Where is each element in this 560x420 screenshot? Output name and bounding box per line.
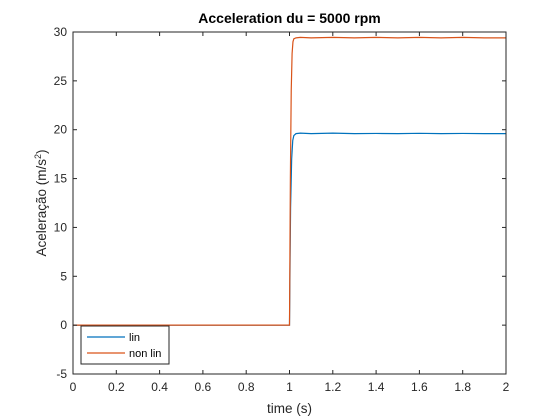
axes-layer: 0 0.2 0.4 0.6 0.8 1 1.2 1.4 1.6 1.8 2-505101520253… [54, 25, 510, 394]
series-layer [73, 36, 506, 326]
legend-box [80, 325, 170, 365]
x-tick-label: 1.6 [411, 380, 428, 394]
legend: lin non lin [80, 325, 170, 365]
x-tick-label: 0.4 [151, 380, 168, 394]
legend-label-non-lin: non lin [129, 348, 161, 360]
y-tick-label: 10 [54, 220, 68, 234]
x-tick-label: 0 [70, 380, 77, 394]
x-axis-label: time (s) [267, 401, 312, 416]
y-tick-label: 0 [60, 318, 67, 332]
x-tick-label: 1 [286, 380, 293, 394]
y-axis-label: Aceleração (m/s2) [33, 149, 49, 256]
y-tick-label: 5 [60, 269, 67, 283]
series-line-lin [73, 132, 506, 326]
y-axis-label-close: ) [34, 149, 49, 154]
chart-title: Acceleration du = 5000 rpm [198, 10, 380, 26]
y-tick-label: 15 [54, 172, 68, 186]
x-tick-label: 1.8 [454, 380, 471, 394]
x-tick-label: 0.2 [108, 380, 125, 394]
y-tick-label: -5 [56, 367, 67, 381]
y-tick-label: 30 [54, 25, 68, 39]
x-tick-label: 1.2 [324, 380, 341, 394]
y-axis-label-main: Aceleração (m/s [34, 159, 49, 257]
y-axis-label-superscript: 2 [33, 154, 43, 159]
y-tick-label: 20 [54, 123, 68, 137]
x-tick-label: 0.8 [238, 380, 255, 394]
series-line-non-lin [73, 36, 506, 326]
x-tick-label: 1.4 [368, 380, 385, 394]
x-tick-label: 0.6 [195, 380, 212, 394]
y-tick-label: 25 [54, 74, 68, 88]
x-tick-label: 2 [503, 380, 510, 394]
legend-label-lin: lin [129, 332, 140, 344]
